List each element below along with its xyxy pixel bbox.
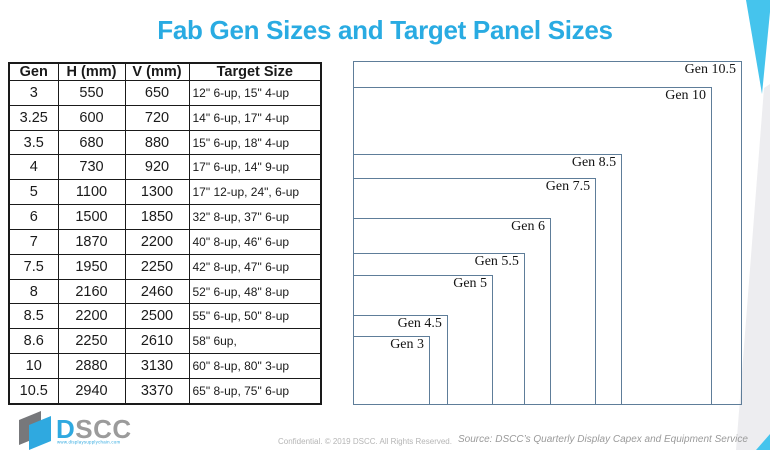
table-cell: 8.5: [8, 303, 59, 330]
gen-rect-label: Gen 10.5: [684, 62, 736, 77]
table-cell: 3.5: [8, 129, 59, 156]
table-row: 6 1500 1850 32" 8-up, 37" 6-up: [8, 204, 322, 230]
table-cell: 3370: [124, 377, 190, 405]
table-cell: 7.5: [8, 253, 59, 280]
table-cell: 600: [57, 104, 126, 131]
table-cell: 4: [8, 154, 59, 181]
table-cell: 1500: [57, 204, 126, 230]
table-cell: 10: [8, 353, 59, 379]
table-cell: 2200: [57, 303, 126, 330]
table-cell: 3.25: [8, 104, 59, 131]
gen-rect-label: Gen 3: [390, 336, 425, 352]
table-row: 5 1100 1300 17" 12-up, 24", 6-up: [8, 179, 322, 206]
gen-rect-label: Gen 5: [453, 275, 488, 291]
table-cell: 650: [124, 80, 190, 106]
table-cell: 550: [57, 80, 126, 106]
table-cell: 14" 6-up, 17" 4-up: [188, 104, 322, 131]
table-cell: 32" 8-up, 37" 6-up: [188, 204, 322, 230]
footer-source-text: Source: DSCC’s Quarterly Display Capex a…: [458, 434, 748, 445]
gen-rect-gen-3: Gen 3: [353, 335, 431, 405]
table-cell: 7: [8, 228, 59, 255]
table-cell: 1870: [57, 228, 126, 255]
table-cell: 17" 6-up, 14" 9-up: [188, 154, 322, 181]
table-cell: 2500: [124, 303, 190, 330]
table-cell: 5: [8, 179, 59, 206]
table-cell: 1850: [124, 204, 190, 230]
table-cell: 15" 6-up, 18" 4-up: [188, 129, 322, 156]
table-row: 7.5 1950 2250 42" 8-up, 47" 6-up: [8, 253, 322, 280]
table-cell: 6: [8, 204, 59, 230]
page-title: Fab Gen Sizes and Target Panel Sizes: [157, 15, 613, 45]
table-row: 8.5 2200 2500 55" 6-up, 50" 8-up: [8, 303, 322, 330]
table-header-cell: Gen: [8, 62, 59, 81]
gen-rect-diagram: Gen 10.5 Gen 10 Gen 8.5 Gen 7.5 Gen 6 Gen 5.5…: [353, 61, 742, 405]
table-cell: 55" 6-up, 50" 8-up: [188, 303, 322, 330]
footer-confidential-text: Confidential. © 2019 DSCC. All Rights Re…: [278, 437, 452, 446]
table-header-cell: Target Size: [188, 62, 322, 81]
table-row: 10.5 2940 3370 65" 8-up, 75" 6-up: [8, 377, 322, 405]
gen-rect-label: Gen 5.5: [474, 253, 519, 269]
gen-rect-label: Gen 7.5: [545, 178, 591, 194]
table-cell: 2250: [124, 253, 190, 280]
table-cell: 680: [57, 129, 126, 156]
logo-text: DSCC: [56, 414, 132, 444]
gen-size-table: Gen H (mm) V (mm) Target Size 3 550 650 12" 6-…: [8, 62, 322, 405]
table-cell: 40" 8-up, 46" 6-up: [188, 228, 322, 255]
table-cell: 8.6: [8, 328, 59, 355]
table-cell: 2160: [57, 278, 126, 305]
table-row: 10 2880 3130 60" 8-up, 80" 3-up: [8, 353, 322, 379]
gen-rect-label: Gen 8.5: [571, 154, 617, 170]
table-row: 4 730 920 17" 6-up, 14" 9-up: [8, 154, 322, 181]
table-cell: 1100: [57, 179, 126, 206]
table-cell: 8: [8, 278, 59, 305]
table-cell: 42" 8-up, 47" 6-up: [188, 253, 322, 280]
table-header-cell: V (mm): [124, 62, 190, 81]
table-cell: 880: [124, 129, 190, 156]
table-cell: 730: [57, 154, 126, 181]
table-cell: 2460: [124, 278, 190, 305]
table-header-cell: H (mm): [57, 62, 126, 81]
table-cell: 3: [8, 80, 59, 106]
logo-blue-shape-icon: [29, 416, 51, 450]
table-row: 8 2160 2460 52" 6-up, 48" 8-up: [8, 278, 322, 305]
table-body: 3 550 650 12" 6-up, 15" 4-up 3.25 600 720 14" 6…: [8, 80, 322, 405]
table-cell: 65" 8-up, 75" 6-up: [188, 377, 322, 405]
dscc-logo: DSCC www.displaysupplychain.com: [19, 411, 132, 450]
table-row: 7 1870 2200 40" 8-up, 46" 6-up: [8, 228, 322, 255]
table-row: 3.25 600 720 14" 6-up, 17" 4-up: [8, 104, 322, 131]
table-cell: 2200: [124, 228, 190, 255]
gen-rect-label: Gen 4.5: [397, 315, 442, 331]
table-header-row: Gen H (mm) V (mm) Target Size: [8, 62, 322, 81]
table-cell: 1950: [57, 253, 126, 280]
table-cell: 1300: [124, 179, 190, 206]
table-cell: 920: [124, 154, 190, 181]
table-cell: 720: [124, 104, 190, 131]
gen-rect-label: Gen 6: [511, 218, 545, 234]
table-row: 3.5 680 880 15" 6-up, 18" 4-up: [8, 129, 322, 156]
table-cell: 10.5: [8, 377, 59, 405]
table-cell: 2250: [57, 328, 126, 355]
table-cell: 3130: [124, 353, 190, 379]
table-cell: 12" 6-up, 15" 4-up: [188, 80, 322, 106]
table-cell: 2940: [57, 377, 126, 405]
gen-rect-label: Gen 10: [665, 88, 707, 104]
logo-url: www.displaysupplychain.com: [57, 440, 120, 445]
table-cell: 52" 6-up, 48" 8-up: [188, 278, 322, 305]
table-cell: 17" 12-up, 24", 6-up: [188, 179, 322, 206]
table-cell: 58" 6up,: [188, 328, 322, 355]
table-cell: 60" 8-up, 80" 3-up: [188, 353, 322, 379]
table-cell: 2880: [57, 353, 126, 379]
table-header: Gen H (mm) V (mm) Target Size: [8, 62, 322, 81]
table-cell: 2610: [124, 328, 190, 355]
table-row: 3 550 650 12" 6-up, 15" 4-up: [8, 80, 322, 106]
table-row: 8.6 2250 2610 58" 6up,: [8, 328, 322, 355]
